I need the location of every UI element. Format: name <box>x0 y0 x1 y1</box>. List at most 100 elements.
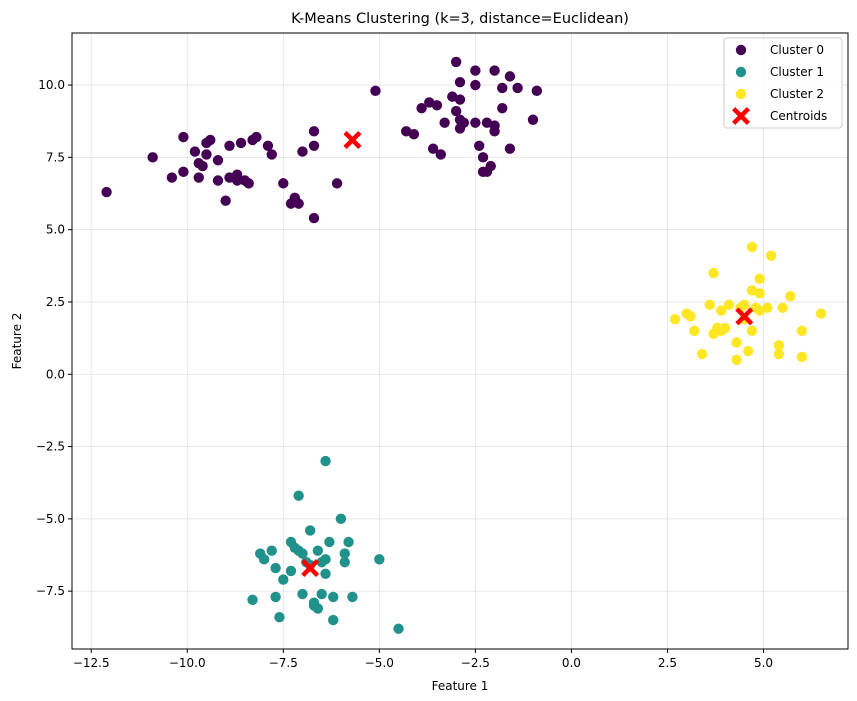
cluster-0-point <box>427 143 439 154</box>
legend: Cluster 0 Cluster 1 Cluster 2 Centroids <box>723 37 843 129</box>
cluster-2-point <box>777 302 788 313</box>
cluster-2-point <box>754 288 765 299</box>
cluster-0-point <box>308 126 320 137</box>
cluster-0-point <box>477 152 489 163</box>
cluster-1-point <box>270 562 281 574</box>
x-tick-label: −5.0 <box>365 656 394 670</box>
cluster-2-point <box>785 290 796 302</box>
cluster-1-point <box>320 568 331 580</box>
y-tick-label: 5.0 <box>46 223 65 237</box>
cluster-1-point <box>316 588 327 600</box>
cluster-1-point <box>374 554 385 565</box>
cluster-0-point <box>197 160 208 172</box>
cluster-2-point <box>731 354 742 365</box>
cluster-0-point <box>331 178 343 189</box>
cluster-1-point <box>270 591 281 603</box>
cluster-1-point <box>293 490 304 501</box>
cluster-0-point <box>251 131 262 143</box>
cluster-0-point <box>527 114 539 125</box>
cluster-0-point <box>470 79 481 91</box>
cluster-2-point <box>669 314 681 325</box>
plot-frame <box>71 32 849 650</box>
x-axis-label: Feature 1 <box>432 679 489 693</box>
cluster-2-point <box>708 267 719 279</box>
y-tick-label: 0.0 <box>46 367 65 381</box>
legend-label: Cluster 1 <box>770 65 824 79</box>
cluster-2-point <box>765 250 777 261</box>
cluster-0-point <box>189 146 201 157</box>
cluster-2-point <box>796 351 808 363</box>
cluster-0-point <box>278 178 289 189</box>
cluster-0-point <box>266 149 277 160</box>
cluster-2-point <box>739 299 750 311</box>
cluster-2-point <box>723 299 735 311</box>
cluster-0-point <box>370 85 381 97</box>
cluster-2-point <box>746 241 758 253</box>
y-tick-label: −7.5 <box>36 584 65 598</box>
cluster-0-point <box>201 149 212 160</box>
cluster-0-point <box>408 129 420 140</box>
cluster-0-point <box>297 146 308 157</box>
cluster-1-point <box>324 536 335 548</box>
x-tick-label: 5.0 <box>754 656 773 670</box>
chart-title: K-Means Clustering (k=3, distance=Euclid… <box>291 11 629 27</box>
cluster-0-point <box>450 105 462 117</box>
legend-marker <box>732 107 750 125</box>
cluster-2-point <box>762 302 773 313</box>
cluster-1-point <box>339 548 350 559</box>
cluster-0-point <box>504 71 516 82</box>
cluster-0-point <box>308 212 320 224</box>
cluster-1-point <box>343 536 354 548</box>
cluster-0-point <box>416 102 427 114</box>
cluster-1-point <box>285 565 297 577</box>
y-axis-ticks: −7.5 −5.0 −2.5 0.0 2.5 5.0 7.5 10.0 <box>36 78 72 598</box>
cluster-0-point <box>485 160 496 172</box>
y-tick-label: −2.5 <box>36 440 65 454</box>
cluster-2-point <box>773 340 785 351</box>
cluster-0-point <box>474 140 485 151</box>
cluster-0-point <box>431 100 443 111</box>
cluster-1-point <box>304 525 316 536</box>
cluster-0-point <box>101 186 112 198</box>
cluster-0-point <box>497 82 508 94</box>
cluster-0-point <box>220 195 231 206</box>
cluster-0-point <box>293 198 304 209</box>
cluster-2-point <box>815 308 827 319</box>
cluster-0-point <box>450 56 462 68</box>
cluster-0-point <box>458 117 470 128</box>
cluster-0-point <box>512 82 523 94</box>
cluster-0-point <box>231 169 243 180</box>
cluster-0-point <box>454 94 466 105</box>
cluster-0-point <box>178 131 189 143</box>
cluster-0-point <box>489 65 500 76</box>
cluster-0-point <box>470 117 481 128</box>
cluster-0-point <box>439 117 450 128</box>
cluster-1-point <box>393 623 404 634</box>
cluster-0-point <box>454 76 466 88</box>
legend-marker <box>735 44 747 56</box>
centroid-markers <box>301 131 754 578</box>
cluster-1-point <box>339 557 350 568</box>
x-tick-label: −2.5 <box>461 656 490 670</box>
cluster-0-point <box>147 152 158 163</box>
cluster-2-point <box>716 305 727 316</box>
cluster-0-point <box>205 134 216 146</box>
cluster-1-point <box>247 594 258 606</box>
x-tick-label: −10.0 <box>169 656 206 670</box>
cluster-1-point <box>278 574 289 585</box>
cluster-1-point <box>312 545 324 556</box>
centroid-marker <box>301 559 320 578</box>
cluster-1-point <box>297 588 308 600</box>
cluster-0-point <box>212 175 224 186</box>
cluster-0-point <box>193 172 204 183</box>
y-tick-label: 7.5 <box>46 150 65 164</box>
cluster-2-point <box>689 325 700 337</box>
cluster-0-point <box>308 140 320 151</box>
cluster-0-point <box>531 85 543 97</box>
cluster-0-point <box>470 65 481 76</box>
cluster-2-point <box>731 337 742 348</box>
cluster-1-point <box>328 614 339 626</box>
cluster-0-point <box>235 137 247 149</box>
y-tick-label: 2.5 <box>46 295 65 309</box>
